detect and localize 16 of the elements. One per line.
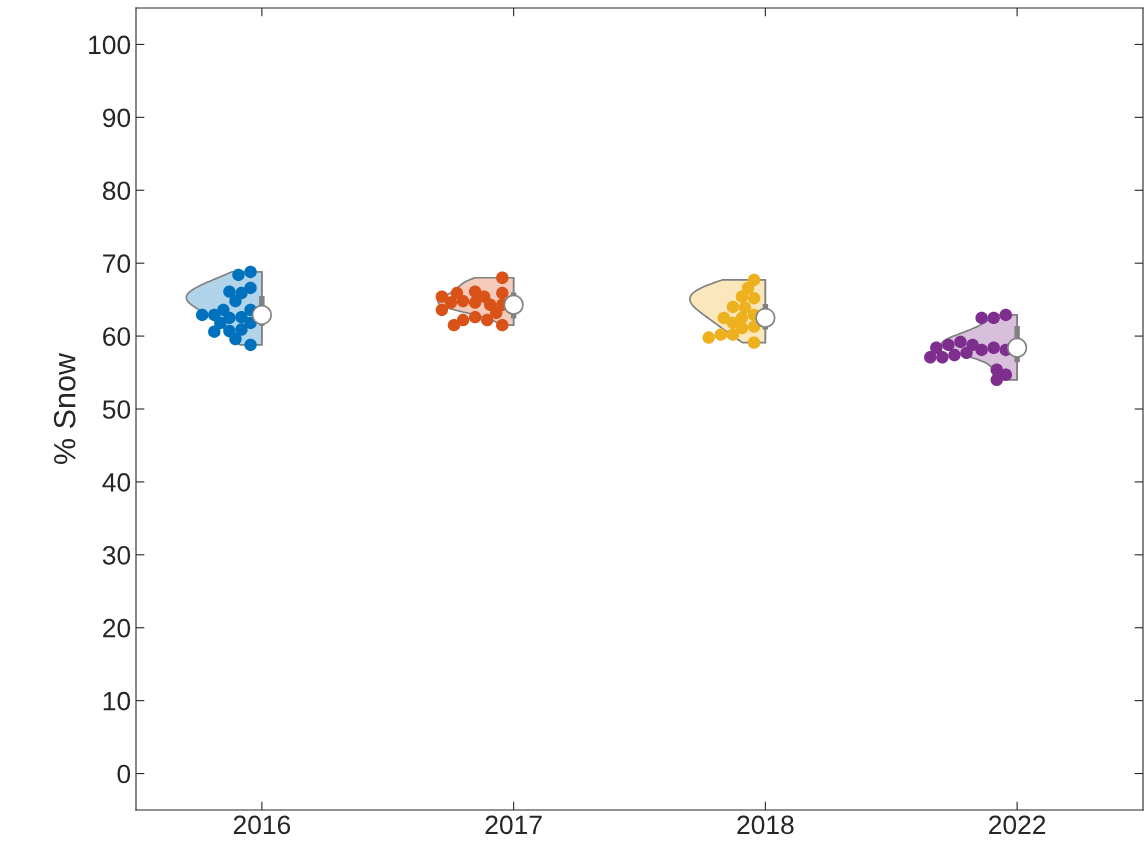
y-tick-label: 70	[103, 254, 131, 273]
y-tick-label: 40	[102, 473, 131, 492]
y-tick-label: 20	[103, 618, 131, 638]
y-tick-label: 80	[102, 181, 131, 201]
x-tick-label: 2022	[989, 815, 1046, 835]
y-tick-label: 90	[103, 108, 131, 128]
y-tick-label: 10	[103, 691, 131, 711]
y-tick-label: 100	[89, 35, 131, 55]
y-axis-title: % Snow	[53, 352, 76, 464]
y-tick-label: 50	[102, 400, 131, 419]
x-tick-label: 2016	[233, 815, 291, 835]
y-tick-label: 30	[102, 545, 131, 565]
x-tick-label: 2017	[485, 815, 542, 835]
x-tick-label: 2018	[737, 815, 794, 835]
y-tick-label: 60	[103, 327, 131, 346]
y-tick-label: 0	[117, 764, 131, 784]
